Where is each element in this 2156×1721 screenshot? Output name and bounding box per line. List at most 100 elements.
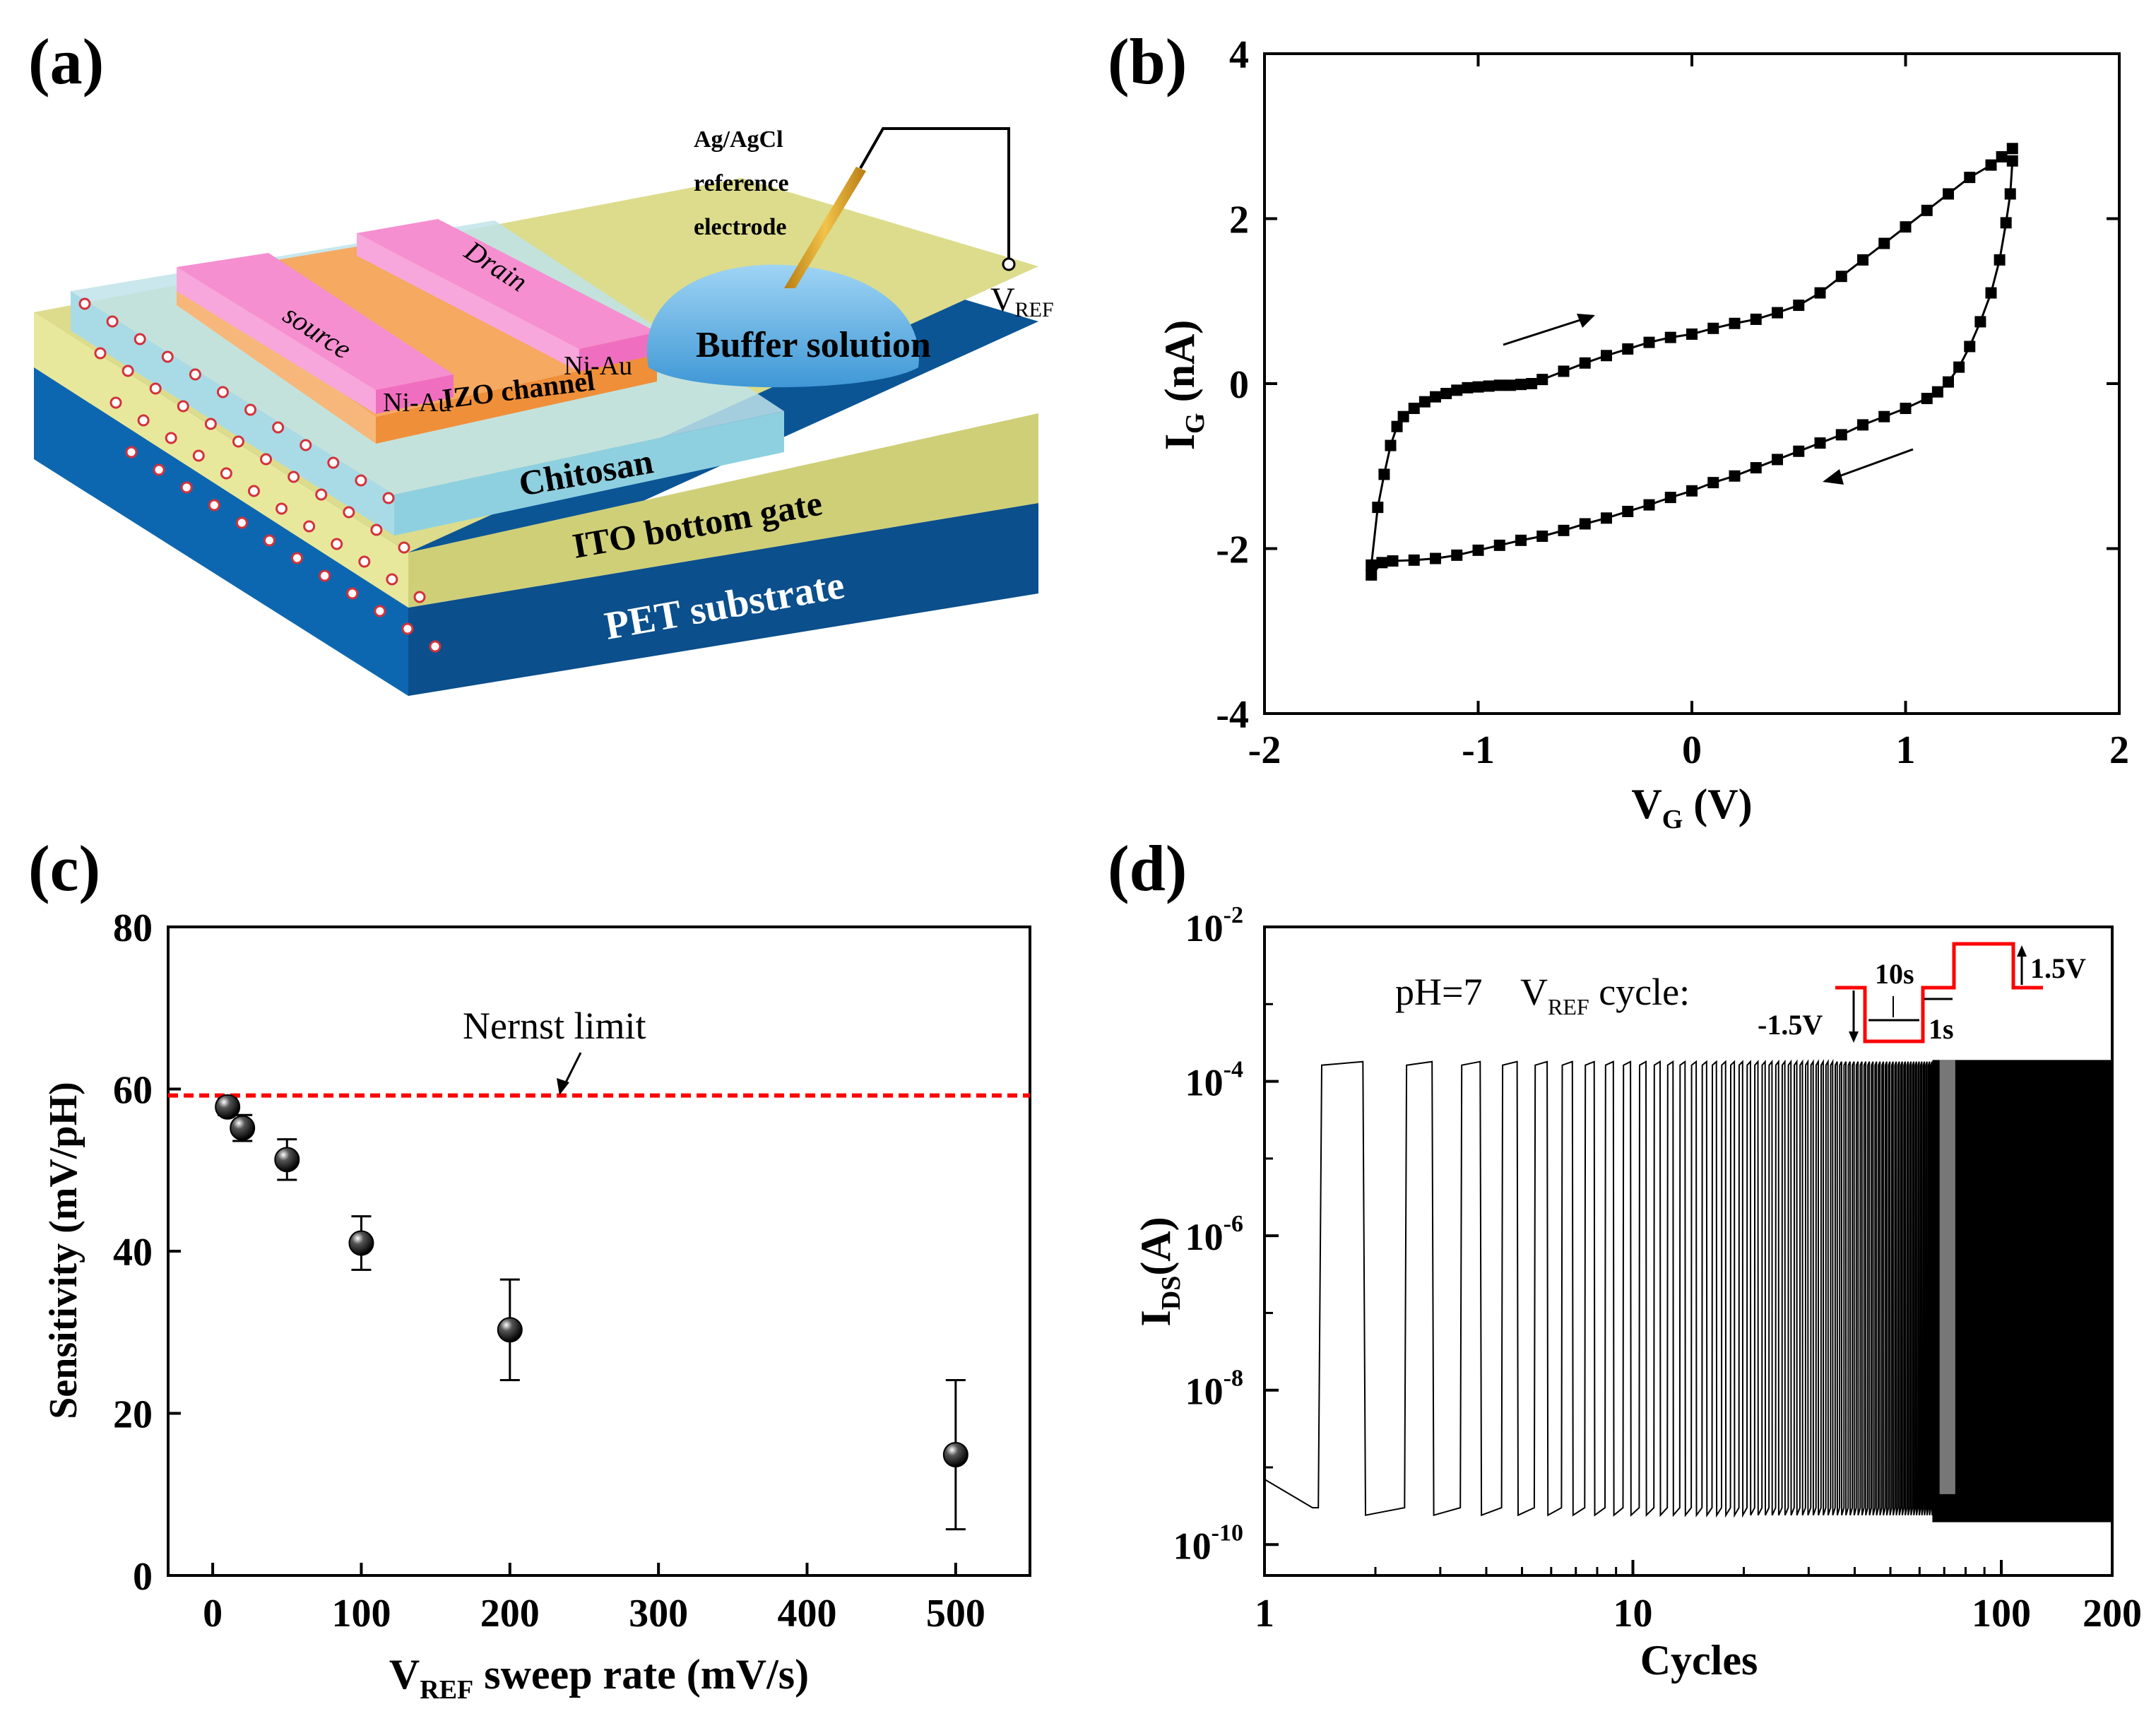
- panel-d-frame: [1263, 925, 2114, 1577]
- data-point: [1996, 150, 2008, 162]
- reference-wire: [859, 127, 1010, 260]
- x-tick-label: 0: [1682, 728, 1702, 772]
- vref-cycle-label: VREF cycle:: [1520, 971, 1690, 1019]
- chitosan-side: [71, 291, 394, 536]
- low-level-arrowhead: [1849, 1031, 1859, 1043]
- data-point: [1536, 530, 1548, 542]
- data-point: [1451, 384, 1463, 396]
- series-line: [1370, 148, 2013, 566]
- data-point: [1900, 403, 1912, 415]
- ion-dot: [106, 315, 119, 328]
- panel-b-frame: [1263, 52, 2121, 715]
- y-tick-label: 40: [113, 1231, 153, 1275]
- data-point: [1622, 505, 1634, 517]
- data-point: [1835, 429, 1847, 441]
- y-tick-label: -2: [1216, 528, 1249, 572]
- y-tick-label: 2: [1229, 199, 1249, 242]
- ion-dot: [235, 516, 248, 529]
- data-point: [1793, 445, 1805, 457]
- low-level-label: -1.5V: [1758, 1009, 1823, 1041]
- ion-dot: [149, 382, 162, 395]
- data-point: [1686, 485, 1698, 497]
- chitosan-front: [394, 411, 784, 536]
- data-point: [1408, 403, 1420, 415]
- ion-dot: [358, 555, 371, 568]
- nernst-limit-label: Nernst limit: [463, 1005, 646, 1047]
- data-point: [1391, 420, 1403, 432]
- ito-gate-side: [34, 312, 408, 608]
- ion-dot: [374, 605, 386, 617]
- vref-cycle-waveform: [1835, 942, 2043, 1043]
- data-point: [1387, 555, 1399, 567]
- data-point: [1900, 221, 1912, 233]
- data-point: [1472, 381, 1484, 393]
- data-point: [1994, 254, 2006, 266]
- panel-label-d: (d): [1108, 832, 1187, 904]
- ion-dot: [161, 350, 174, 363]
- x-tick-label: 200: [480, 1592, 540, 1636]
- x-tick-label: 10: [1613, 1592, 1653, 1636]
- data-point: [1814, 437, 1826, 449]
- data-point: [230, 1115, 256, 1141]
- niau-right-label: Ni-Au: [564, 351, 632, 381]
- ion-dot: [134, 333, 146, 345]
- y-tick-label: 10-8: [1185, 1366, 1243, 1413]
- reverse-arrow-shaft: [1835, 448, 1914, 479]
- data-point: [1664, 492, 1676, 504]
- ion-dot: [247, 485, 260, 497]
- buffer-solution-label: Buffer solution: [696, 325, 931, 365]
- panel-b-ylabel: IG (nA): [1156, 320, 1210, 451]
- data-point: [1579, 357, 1591, 369]
- data-point: [1622, 343, 1634, 355]
- nernst-arrow-head: [557, 1078, 569, 1095]
- data-point: [1378, 468, 1390, 480]
- ion-dot: [216, 386, 229, 398]
- izo-front: [376, 353, 657, 444]
- x-tick-label: 0: [203, 1592, 223, 1636]
- data-point: [1750, 462, 1762, 474]
- data-point: [1857, 254, 1868, 266]
- data-point: [1707, 322, 1719, 334]
- data-point: [1526, 378, 1538, 389]
- data-point: [2004, 188, 2016, 200]
- data-point: [1857, 419, 1868, 431]
- source-electrode-top: [177, 253, 454, 390]
- y-tick-label: 0: [1229, 363, 1249, 407]
- data-point: [1376, 557, 1388, 569]
- data-point: [1686, 328, 1698, 340]
- data-point: [1366, 559, 1378, 571]
- ion-dot: [300, 439, 312, 451]
- data-point: [1493, 379, 1505, 391]
- data-point: [942, 1442, 969, 1468]
- forward-arrow-shaft: [1503, 318, 1583, 346]
- reference-label-1: Ag/AgCl: [694, 126, 783, 153]
- ion-dot: [343, 506, 355, 519]
- ion-dot: [370, 524, 383, 536]
- y-tick-label: 10-2: [1185, 902, 1243, 950]
- data-point: [1931, 386, 1943, 398]
- panel-d-cycling: 1 10 100 200 10-2 10-4 10-6 10-8 10-10 pH=7 VREF…: [1132, 902, 2142, 1684]
- ion-dot: [208, 499, 220, 511]
- y-tick-label: 10-6: [1185, 1211, 1243, 1258]
- data-point: [1921, 393, 1933, 405]
- data-point: [1921, 204, 1933, 216]
- x-tick-label: 2: [2109, 728, 2129, 772]
- ion-dot: [413, 591, 426, 603]
- drain-electrode-side: [357, 233, 579, 372]
- ion-dot: [260, 453, 273, 466]
- high-level-label: 1.5V: [2030, 952, 2086, 984]
- ion-dot: [355, 474, 367, 487]
- x-tick-label: 400: [777, 1592, 836, 1636]
- y-tick-label: 10-4: [1185, 1057, 1243, 1104]
- x-tick-label: 1: [1255, 1592, 1274, 1636]
- data-point: [1515, 534, 1527, 546]
- data-point: [1372, 502, 1384, 514]
- reference-label-2: reference: [694, 170, 789, 196]
- panel-c-ylabel: Sensitivity (mV/pH): [42, 1082, 85, 1419]
- data-point: [2006, 143, 2018, 155]
- ion-dot: [244, 403, 257, 416]
- ion-dot: [94, 347, 107, 360]
- x-tick-label: 500: [926, 1592, 985, 1636]
- data-point: [1707, 477, 1719, 489]
